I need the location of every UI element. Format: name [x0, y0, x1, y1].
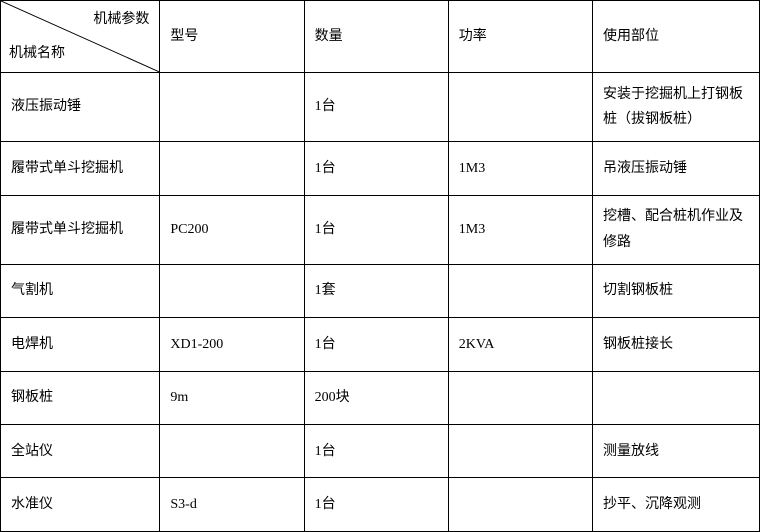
header-qty: 数量 — [304, 1, 448, 73]
cell-usage — [592, 371, 759, 424]
cell-name: 电焊机 — [1, 318, 160, 371]
cell-model: 9m — [160, 371, 304, 424]
cell-usage: 测量放线 — [592, 425, 759, 478]
header-usage: 使用部位 — [592, 1, 759, 73]
cell-power — [448, 264, 592, 317]
cell-power — [448, 72, 592, 141]
cell-power — [448, 371, 592, 424]
cell-power: 1M3 — [448, 195, 592, 264]
cell-qty: 1台 — [304, 478, 448, 532]
cell-model — [160, 72, 304, 141]
equipment-table: 机械参数 机械名称 型号 数量 功率 使用部位 液压振动锤 1台 安装于挖掘机上… — [0, 0, 760, 532]
cell-model — [160, 425, 304, 478]
table-row: 电焊机 XD1-200 1台 2KVA 钢板桩接长 — [1, 318, 760, 371]
diagonal-top-label: 机械参数 — [93, 7, 149, 32]
cell-qty: 1套 — [304, 264, 448, 317]
cell-name: 钢板桩 — [1, 371, 160, 424]
table-row: 液压振动锤 1台 安装于挖掘机上打钢板桩（拔钢板桩） — [1, 72, 760, 141]
table-row: 履带式单斗挖掘机 1台 1M3 吊液压振动锤 — [1, 142, 760, 195]
cell-power — [448, 478, 592, 532]
cell-name: 水准仪 — [1, 478, 160, 532]
table-row: 履带式单斗挖掘机 PC200 1台 1M3 挖槽、配合桩机作业及修路 — [1, 195, 760, 264]
cell-power: 2KVA — [448, 318, 592, 371]
cell-qty: 1台 — [304, 142, 448, 195]
cell-model: PC200 — [160, 195, 304, 264]
cell-name: 液压振动锤 — [1, 72, 160, 141]
cell-qty: 200块 — [304, 371, 448, 424]
table-row: 水准仪 S3-d 1台 抄平、沉降观测 — [1, 478, 760, 532]
cell-qty: 1台 — [304, 195, 448, 264]
cell-usage: 吊液压振动锤 — [592, 142, 759, 195]
cell-name: 履带式单斗挖掘机 — [1, 142, 160, 195]
diagonal-header-cell: 机械参数 机械名称 — [1, 1, 160, 73]
cell-usage: 钢板桩接长 — [592, 318, 759, 371]
header-power: 功率 — [448, 1, 592, 73]
cell-usage: 切割钢板桩 — [592, 264, 759, 317]
cell-qty: 1台 — [304, 318, 448, 371]
cell-usage: 安装于挖掘机上打钢板桩（拔钢板桩） — [592, 72, 759, 141]
table-row: 钢板桩 9m 200块 — [1, 371, 760, 424]
cell-model — [160, 264, 304, 317]
cell-name: 气割机 — [1, 264, 160, 317]
diagonal-bottom-label: 机械名称 — [9, 41, 65, 66]
cell-power — [448, 425, 592, 478]
cell-usage: 挖槽、配合桩机作业及修路 — [592, 195, 759, 264]
cell-name: 履带式单斗挖掘机 — [1, 195, 160, 264]
cell-model: S3-d — [160, 478, 304, 532]
cell-qty: 1台 — [304, 425, 448, 478]
equipment-table-container: 机械参数 机械名称 型号 数量 功率 使用部位 液压振动锤 1台 安装于挖掘机上… — [0, 0, 760, 532]
cell-name: 全站仪 — [1, 425, 160, 478]
cell-model — [160, 142, 304, 195]
cell-qty: 1台 — [304, 72, 448, 141]
cell-power: 1M3 — [448, 142, 592, 195]
header-model: 型号 — [160, 1, 304, 73]
table-row: 全站仪 1台 测量放线 — [1, 425, 760, 478]
table-row: 气割机 1套 切割钢板桩 — [1, 264, 760, 317]
table-header-row: 机械参数 机械名称 型号 数量 功率 使用部位 — [1, 1, 760, 73]
cell-usage: 抄平、沉降观测 — [592, 478, 759, 532]
cell-model: XD1-200 — [160, 318, 304, 371]
